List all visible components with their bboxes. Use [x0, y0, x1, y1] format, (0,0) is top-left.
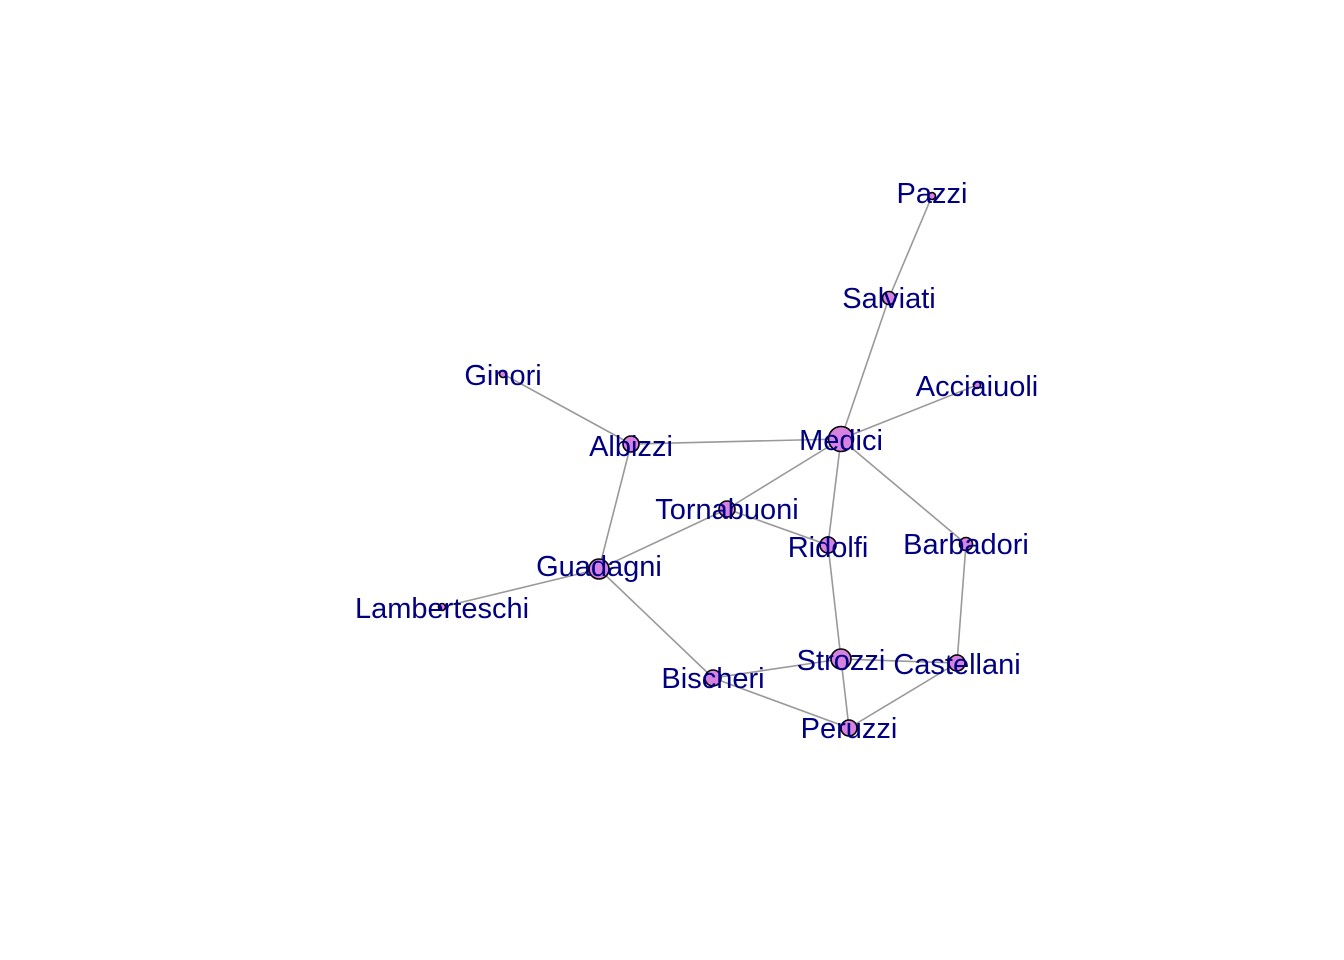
edge-medici-tornabuoni — [726, 438, 842, 510]
node-ginori[interactable] — [498, 369, 508, 379]
edge-strozzi-bischeri — [712, 658, 842, 679]
edge-tornabuoni-guadagni — [598, 508, 728, 570]
node-label-pazzi: Pazzi — [897, 178, 968, 210]
node-label-guadagni: Guadagni — [536, 551, 662, 583]
node-label-medici: Medici — [799, 425, 883, 457]
node-layer — [437, 191, 982, 737]
edge-acciaiuoli-medici — [840, 384, 978, 440]
edge-tornabuoni-ridolfi — [726, 508, 829, 546]
edge-salviati-medici — [840, 297, 890, 440]
node-medici[interactable] — [827, 425, 855, 453]
node-label-salviati: Salviati — [842, 283, 936, 315]
edge-castellani-peruzzi — [848, 662, 958, 729]
node-guadagni[interactable] — [588, 558, 610, 580]
node-label-strozzi: Strozzi — [797, 645, 886, 677]
edge-albizzi-guadagni — [598, 443, 632, 570]
edge-medici-barbadori — [840, 438, 967, 545]
node-strozzi[interactable] — [830, 648, 852, 670]
node-label-albizzi: Albizzi — [589, 431, 673, 463]
node-label-bischeri: Bischeri — [661, 663, 764, 695]
edge-ginori-albizzi — [502, 373, 632, 445]
node-barbadori[interactable] — [958, 536, 974, 552]
edge-guadagni-bischeri — [598, 568, 714, 679]
node-peruzzi[interactable] — [840, 719, 858, 737]
node-label-castellani: Castellani — [893, 649, 1020, 681]
label-layer: Pazzi Salviati Acciaiuoli Ginori Albizzi Medi… — [355, 178, 1038, 745]
edge-medici-ridolfi — [827, 438, 842, 546]
edge-guadagni-lamberteschi — [441, 568, 600, 608]
node-label-tornabuoni: Tornabuoni — [655, 494, 799, 526]
node-tornabuoni[interactable] — [718, 500, 736, 518]
node-label-barbadori: Barbadori — [903, 529, 1029, 561]
edge-barbadori-castellani — [956, 543, 967, 664]
edge-pazzi-salviati — [888, 195, 933, 299]
node-albizzi[interactable] — [622, 435, 640, 453]
node-castellani[interactable] — [948, 654, 966, 672]
node-label-ridolfi: Ridolfi — [788, 532, 869, 564]
edge-strozzi-castellani — [840, 658, 958, 664]
node-acciaiuoli[interactable] — [972, 380, 982, 390]
node-label-acciaiuoli: Acciaiuoli — [916, 371, 1039, 403]
node-salviati[interactable] — [881, 290, 897, 306]
node-ridolfi[interactable] — [819, 536, 837, 554]
node-bischeri[interactable] — [704, 669, 722, 687]
node-lamberteschi[interactable] — [437, 602, 447, 612]
edge-strozzi-peruzzi — [840, 658, 850, 729]
edge-ridolfi-strozzi — [827, 544, 842, 660]
node-pazzi[interactable] — [927, 191, 937, 201]
edge-albizzi-medici — [630, 438, 842, 445]
edge-layer — [441, 195, 978, 729]
node-label-ginori: Ginori — [464, 360, 541, 392]
node-label-lamberteschi: Lamberteschi — [355, 593, 529, 625]
edge-bischeri-peruzzi — [712, 677, 850, 729]
node-label-peruzzi: Peruzzi — [801, 713, 898, 745]
